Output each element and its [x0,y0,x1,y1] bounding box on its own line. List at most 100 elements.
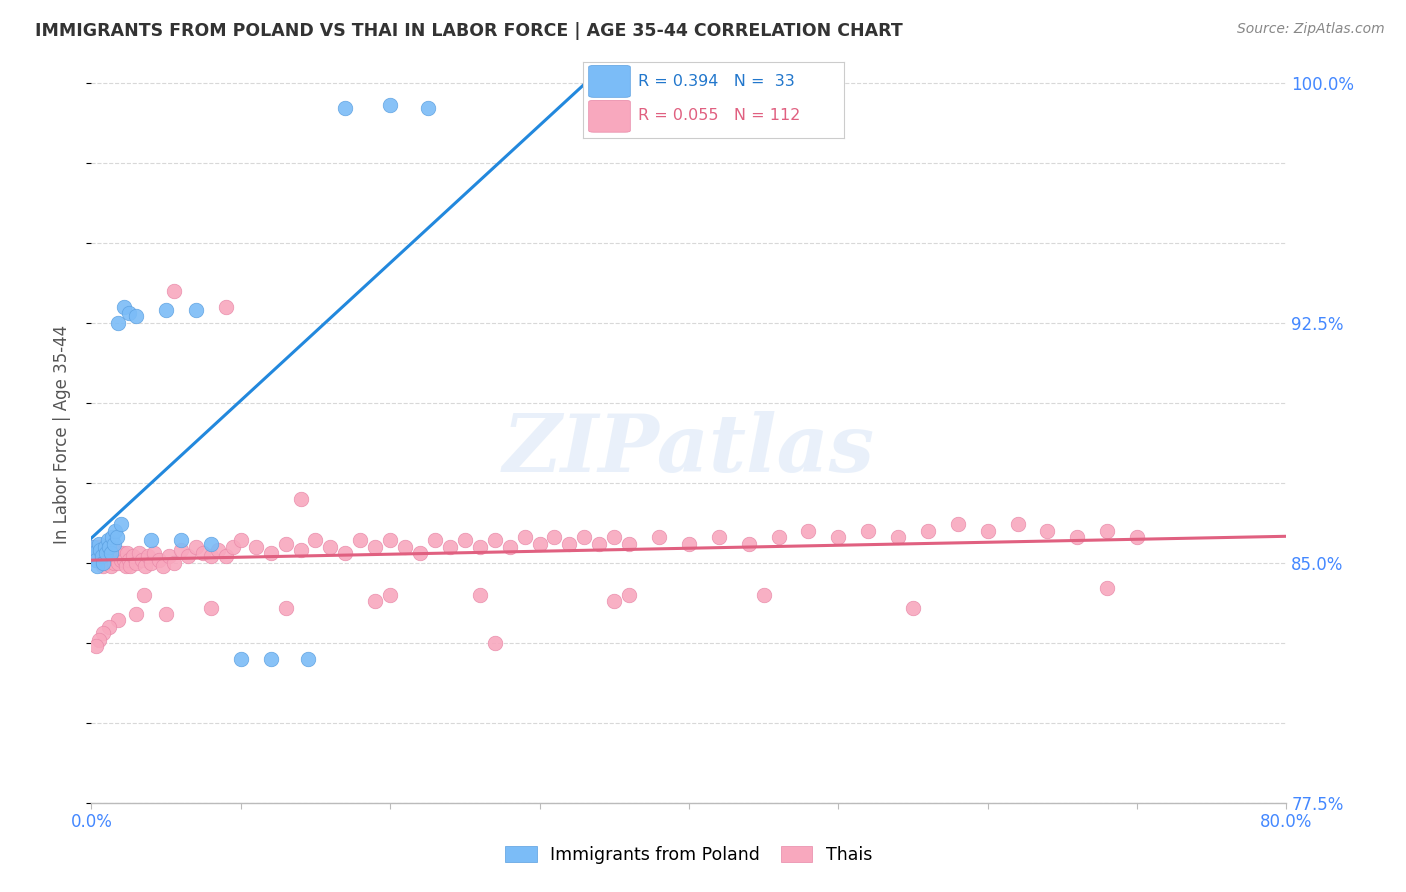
Point [98,540,121,554]
Point [101,530,124,544]
Point [118,306,141,320]
Point [349,533,371,548]
FancyBboxPatch shape [589,65,630,97]
Point [104,543,127,558]
Point [380,533,402,548]
Point [543,530,565,544]
Point [603,530,626,544]
Point [97,546,120,560]
Point [87,536,110,550]
Point [86,546,108,560]
Point [499,540,522,554]
Point [364,594,387,608]
Point [380,588,402,602]
Point [105,549,128,564]
Point [423,533,446,548]
Point [141,533,163,548]
Point [484,533,506,548]
Point [125,310,148,324]
Point [136,549,159,564]
Point [100,559,122,574]
Point [319,540,342,554]
Point [887,530,910,544]
Point [229,652,252,666]
Point [558,536,581,550]
Point [105,530,128,544]
Point [128,546,150,560]
Point [107,316,129,330]
Point [94,540,117,554]
Point [917,524,939,538]
Point [364,540,387,554]
Point [200,536,222,550]
Point [100,546,122,560]
Point [1036,524,1059,538]
Point [409,546,432,560]
Point [678,536,700,550]
Point [103,556,125,570]
Point [1097,582,1119,596]
Point [155,303,177,318]
Point [110,517,132,532]
Point [120,559,142,574]
Legend: Immigrants from Poland, Thais: Immigrants from Poland, Thais [505,846,873,864]
Point [87,632,110,647]
Point [290,543,312,558]
Point [89,543,111,558]
Point [1126,530,1149,544]
Point [416,102,439,116]
Point [588,536,610,550]
Point [439,540,461,554]
Point [184,303,207,318]
Point [111,546,134,560]
Point [107,556,129,570]
Point [184,540,207,554]
Point [177,549,200,564]
Point [162,556,184,570]
Point [946,517,969,532]
Point [125,556,148,570]
Point [207,543,229,558]
Point [90,549,112,564]
Point [797,524,820,538]
Point [83,546,105,560]
Point [648,530,671,544]
Point [131,552,153,566]
Point [134,559,156,574]
Point [93,559,115,574]
Point [484,636,506,650]
Text: ZIPatlas: ZIPatlas [503,411,875,488]
Point [200,549,222,564]
Point [707,530,730,544]
Point [82,540,104,554]
Point [96,556,118,570]
Point [148,552,170,566]
Point [152,559,174,574]
Point [222,540,245,554]
Point [529,536,551,550]
Point [115,546,138,560]
Point [215,549,238,564]
Point [170,543,193,558]
Point [103,536,125,550]
Point [901,600,924,615]
Point [125,607,148,621]
Point [1097,524,1119,538]
Text: IMMIGRANTS FROM POLAND VS THAI IN LABOR FORCE | AGE 35-44 CORRELATION CHART: IMMIGRANTS FROM POLAND VS THAI IN LABOR … [35,22,903,40]
Point [84,552,107,566]
Point [108,546,131,560]
Point [155,607,177,621]
Point [104,524,127,538]
Point [162,284,184,298]
Point [976,524,998,538]
Point [290,491,312,506]
Point [304,533,326,548]
Point [122,549,145,564]
Point [93,626,115,640]
Point [84,639,107,653]
Text: R = 0.394   N =  33: R = 0.394 N = 33 [638,73,794,88]
Point [858,524,880,538]
Text: Source: ZipAtlas.com: Source: ZipAtlas.com [1237,22,1385,37]
Point [752,588,775,602]
Point [259,546,281,560]
